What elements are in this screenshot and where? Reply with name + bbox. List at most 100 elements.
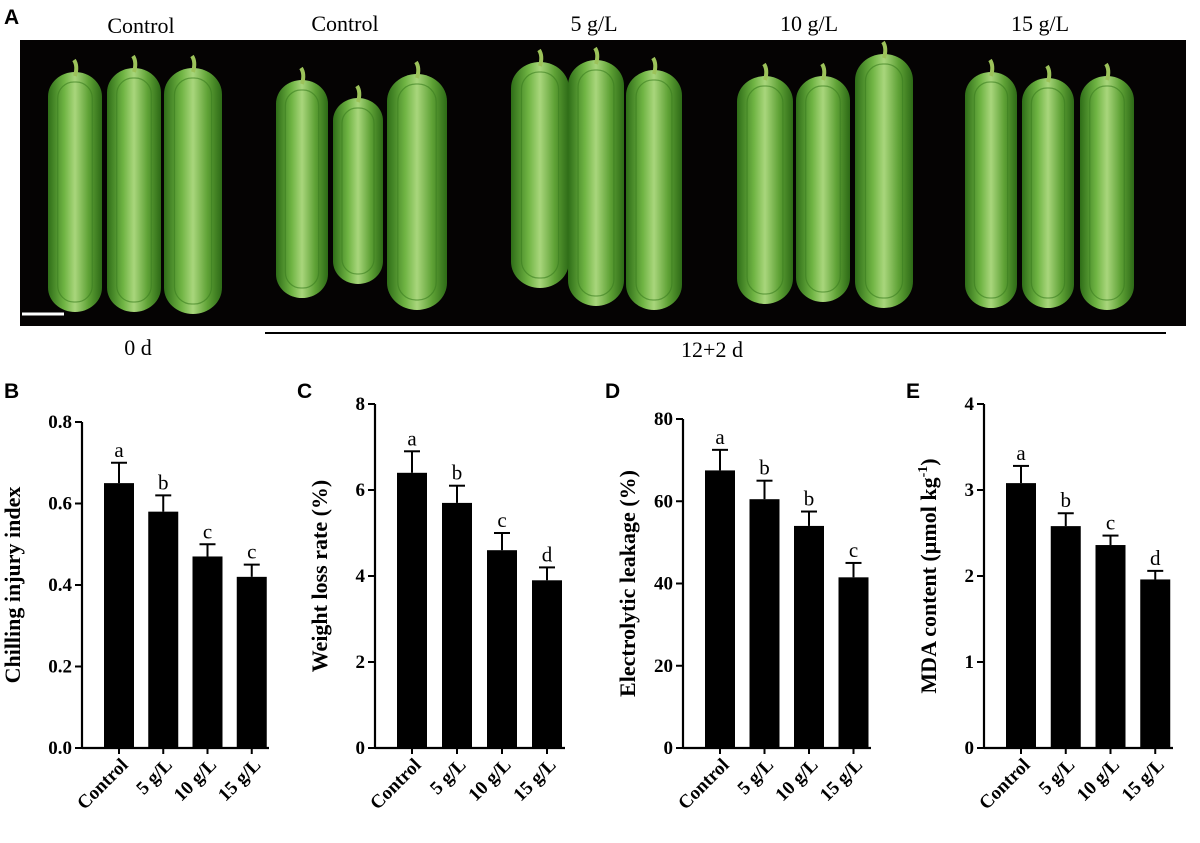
x-tick-label: 15 g/L [1118,755,1169,806]
cucumber-ridge [805,85,841,293]
cucumber-stem [651,56,658,75]
x-tick-label: 10 g/L [1073,755,1124,806]
significance-letter: b [452,461,463,485]
cucumber-stem [299,66,306,85]
cucumber-ridge [173,77,213,305]
y-tick-label: 1 [965,652,975,673]
x-tick-label: Control [674,755,733,814]
significance-letter: b [804,487,815,511]
cucumber-stem [762,62,769,81]
cucumber-ridge [341,107,375,275]
panel-letter-d: D [605,380,620,403]
significance-letter: a [1016,441,1026,465]
y-tick-label: 0.4 [48,575,72,596]
bar [192,556,223,748]
bar [487,550,517,748]
significance-letter: c [1106,511,1115,535]
cucumber-stem [131,54,138,73]
time-label-0d: 0 d [124,335,152,360]
significance-letter: c [849,538,858,562]
x-tick-label: 10 g/L [170,755,221,806]
cucumber-photo [48,40,1134,314]
significance-letter: d [542,542,553,566]
cucumber-ridge [577,69,615,297]
y-tick-label: 80 [654,409,673,430]
bar-chart-e: E 0 1 2 3 4 MDA content (µmol kg-1) a Control b 5 … [906,380,1173,814]
y-tick-label: 20 [654,656,673,677]
cucumber [387,74,447,310]
cucumber [107,68,161,312]
y-tick-label: 0 [965,738,975,759]
significance-letter: a [407,426,417,450]
y-tick-label: 6 [356,480,366,501]
cucumber-stem [593,46,600,65]
bar [1095,545,1126,748]
y-tick-label: 2 [965,566,975,587]
group-label-15gl: 15 g/L [1011,11,1069,36]
time-label-12-2d: 12+2 d [681,337,743,362]
x-tick-label: 10 g/L [771,755,822,806]
bar [838,577,869,748]
cucumber-ridge [116,77,152,303]
y-axis-title-close: ) [916,458,941,465]
cucumber [568,60,624,306]
x-tick-label: Control [73,755,132,814]
x-tick-label: 5 g/L [734,755,778,799]
significance-letter: b [158,470,169,494]
bar [532,580,562,748]
cucumber-stem [414,60,421,79]
cucumber-stem [820,62,827,81]
significance-letter: d [1150,546,1161,570]
bar [148,511,179,748]
bar-charts: B 0.0 0.2 0.4 0.6 0.8 Chilling injury index a Co… [0,380,1173,814]
cucumber [737,76,793,304]
cucumber-stem [190,54,197,73]
bar [1140,579,1171,748]
bar-chart-c: C 0 2 4 6 8 Weight loss rate (%) a Control b 5 g/L… [297,380,565,814]
cucumber-stem [537,48,544,67]
y-axis-title: Weight loss rate (%) [307,480,332,672]
cucumber-ridge [864,63,904,299]
cucumber-ridge [397,83,437,301]
cucumber [276,80,328,298]
x-tick-label: 15 g/L [214,755,265,806]
y-tick-label: 0.0 [48,738,72,759]
cucumber-ridge [1030,87,1066,299]
significance-letter: c [497,508,506,532]
bar [1050,526,1081,748]
bar [104,483,134,748]
cucumber-stem [1104,62,1111,81]
cucumber-stem [988,58,995,77]
y-axis-title: Electrolytic leakage (%) [615,470,640,697]
x-tick-label: 5 g/L [426,755,470,799]
panel-letter-a: A [4,6,19,29]
significance-letter: c [247,540,256,564]
y-axis-title: MDA content (µmol kg-1) [916,458,941,693]
cucumber-stem [72,58,79,77]
cucumber-ridge [57,81,93,303]
significance-letter: a [715,425,725,449]
cucumber-ridge [1089,85,1125,301]
photo-panel: A Control Control 5 g/L 10 g/L 15 g/L 0 … [4,6,1186,362]
cucumber-ridge [284,89,320,289]
cucumber-stem [355,84,362,103]
bar [794,525,824,748]
cucumber-ridge [520,71,560,279]
bar [442,502,472,748]
y-tick-label: 60 [654,491,673,512]
y-tick-label: 3 [965,480,975,501]
y-tick-label: 40 [654,574,673,595]
x-tick-label: 5 g/L [1035,755,1079,799]
y-axis-title: Chilling injury index [0,487,25,684]
cucumber [164,68,222,314]
y-tick-label: 4 [356,566,366,587]
cucumber [626,70,682,310]
group-label-5gl: 5 g/L [570,11,617,36]
panel-letter-b: B [4,380,19,403]
significance-letter: c [203,519,212,543]
y-tick-label: 0.6 [48,494,72,515]
bar [749,499,780,748]
x-tick-label: 15 g/L [509,755,560,806]
cucumber [48,72,102,312]
